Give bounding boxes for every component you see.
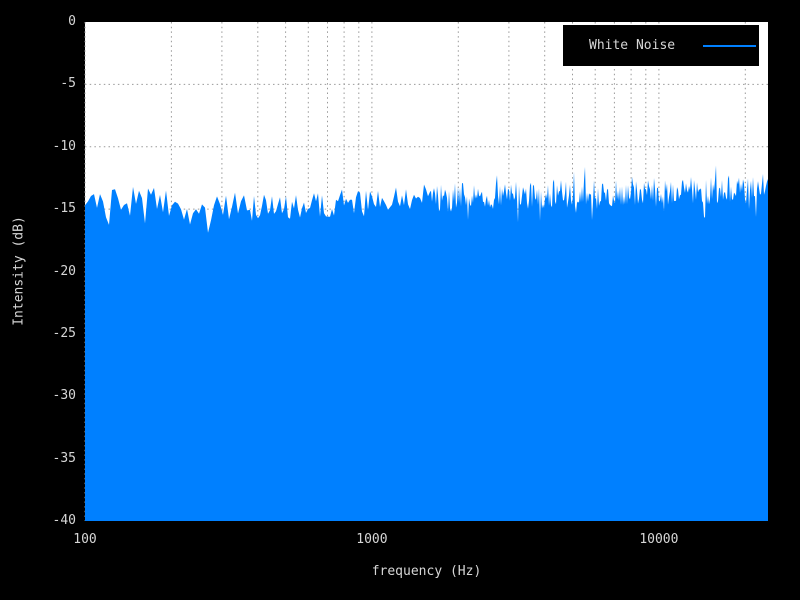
y-tick-label: -25 [52, 325, 76, 341]
y-axis-title: Intensity (dB) [11, 216, 27, 326]
y-tick-label: -30 [52, 388, 76, 404]
y-tick-label: -10 [52, 138, 76, 154]
noise-area-path [85, 165, 768, 521]
y-tick-label: -15 [52, 201, 76, 217]
x-axis-title: frequency (Hz) [371, 564, 482, 579]
x-tick-label: 100 [73, 532, 97, 547]
legend-line-sample-icon [703, 44, 757, 47]
y-tick-label: -20 [52, 263, 76, 279]
noise-area-series [85, 165, 768, 521]
legend: White Noise [563, 25, 759, 66]
y-tick-label: -40 [52, 513, 76, 528]
legend-label: White Noise [589, 38, 676, 53]
x-tick-label: 10000 [639, 532, 679, 547]
y-tick-label: -35 [52, 450, 76, 466]
x-tick-label: 1000 [356, 532, 388, 547]
y-tick-label: 0 [68, 14, 76, 29]
y-tick-label: -5 [60, 76, 76, 92]
